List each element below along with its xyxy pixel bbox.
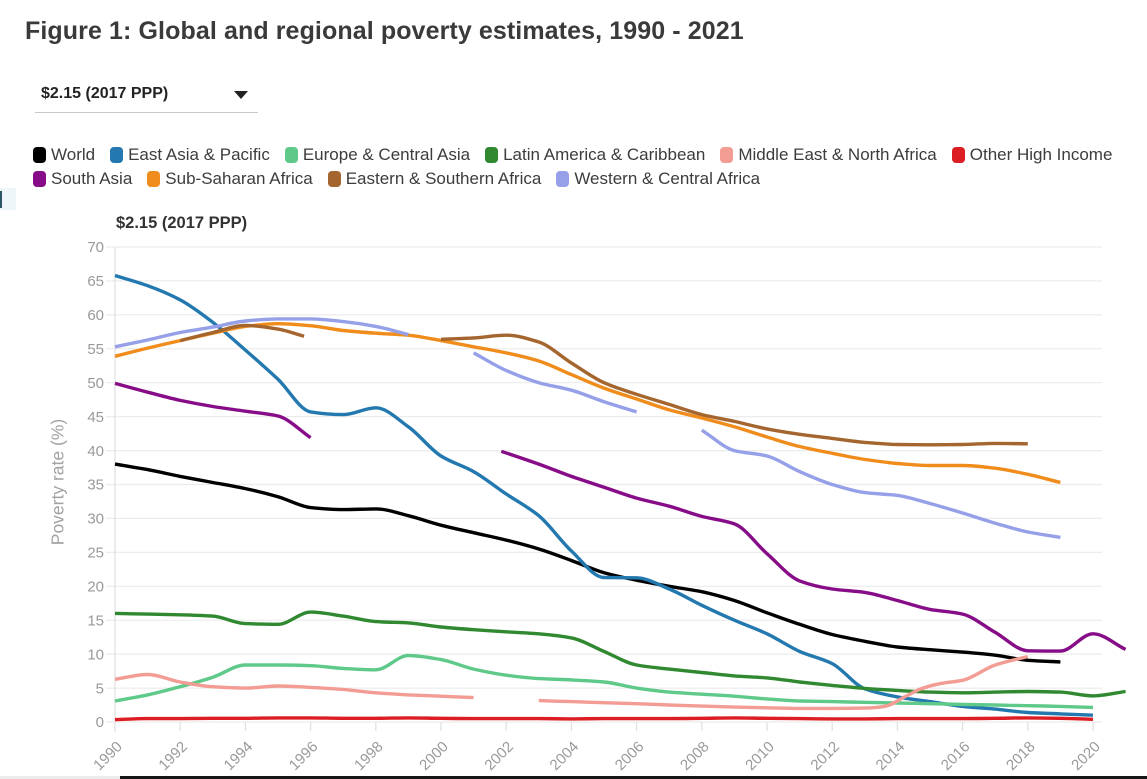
svg-text:1992: 1992 bbox=[155, 738, 191, 774]
svg-text:2010: 2010 bbox=[742, 738, 778, 774]
svg-text:2002: 2002 bbox=[481, 738, 517, 774]
svg-text:1994: 1994 bbox=[221, 738, 257, 774]
svg-text:Poverty rate (%): Poverty rate (%) bbox=[48, 419, 68, 545]
svg-text:30: 30 bbox=[87, 511, 104, 528]
svg-text:20: 20 bbox=[87, 579, 104, 596]
svg-text:2020: 2020 bbox=[1068, 738, 1104, 774]
svg-text:$2.15 (2017 PPP): $2.15 (2017 PPP) bbox=[116, 214, 247, 232]
svg-text:1998: 1998 bbox=[351, 738, 387, 774]
svg-text:10: 10 bbox=[87, 646, 104, 663]
svg-text:2012: 2012 bbox=[807, 738, 843, 774]
svg-text:2004: 2004 bbox=[547, 738, 583, 774]
svg-text:55: 55 bbox=[87, 341, 104, 358]
svg-text:2000: 2000 bbox=[416, 738, 452, 774]
svg-text:2008: 2008 bbox=[677, 738, 713, 774]
svg-text:45: 45 bbox=[87, 409, 104, 426]
svg-text:25: 25 bbox=[87, 545, 104, 562]
svg-text:1990: 1990 bbox=[90, 738, 126, 774]
svg-text:15: 15 bbox=[87, 612, 104, 629]
svg-text:70: 70 bbox=[87, 239, 104, 256]
svg-text:50: 50 bbox=[87, 375, 104, 392]
svg-text:2014: 2014 bbox=[873, 738, 909, 774]
svg-text:5: 5 bbox=[96, 680, 104, 697]
svg-text:40: 40 bbox=[87, 443, 104, 460]
svg-text:0: 0 bbox=[96, 714, 104, 731]
svg-text:2016: 2016 bbox=[938, 738, 974, 774]
svg-text:65: 65 bbox=[87, 273, 104, 290]
svg-text:1996: 1996 bbox=[286, 738, 322, 774]
svg-text:60: 60 bbox=[87, 307, 104, 324]
svg-text:2006: 2006 bbox=[612, 738, 648, 774]
svg-text:2018: 2018 bbox=[1003, 738, 1039, 774]
svg-text:35: 35 bbox=[87, 477, 104, 494]
